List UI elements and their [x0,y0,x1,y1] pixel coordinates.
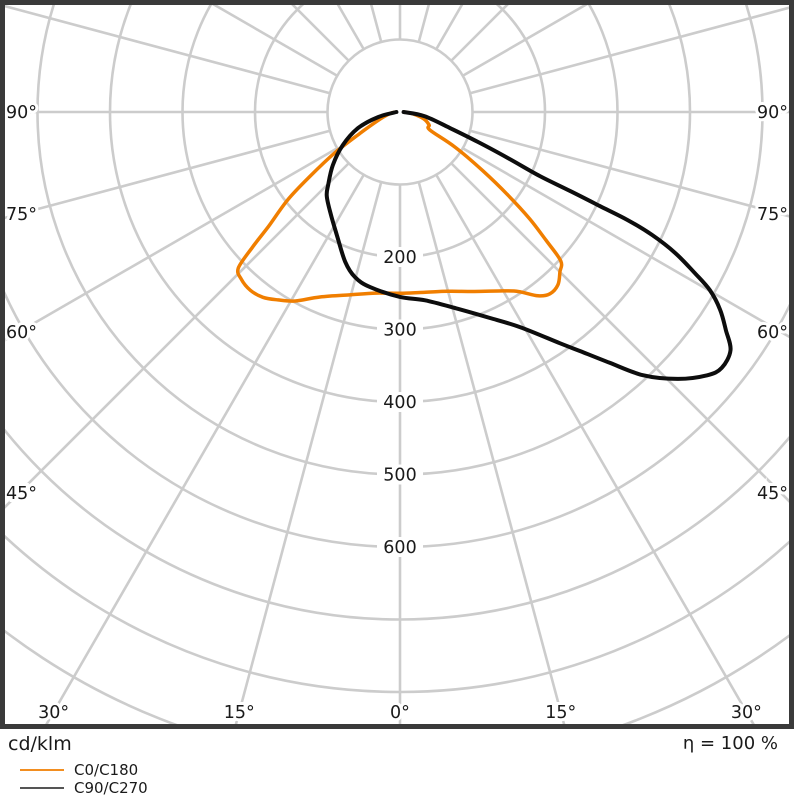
radial-tick-labels: 200 300 400 500 600 [377,247,423,558]
legend-swatch-c0-c180-icon [20,769,64,771]
svg-text:75°: 75° [757,205,788,225]
angle-labels: 30° 15° 0° 15° 30° 90° 90° 75° 75° 60° 60° 45° 45° [3,100,791,726]
svg-text:0°: 0° [390,703,410,723]
svg-text:500: 500 [383,466,416,486]
svg-text:45°: 45° [757,484,788,504]
svg-text:200: 200 [383,248,416,268]
svg-text:30°: 30° [731,703,762,723]
svg-text:15°: 15° [224,703,255,723]
legend-label-c90-c270: C90/C270 [74,778,148,797]
svg-text:45°: 45° [6,484,37,504]
distribution-curves [235,110,733,381]
svg-text:400: 400 [383,393,416,413]
svg-text:90°: 90° [757,103,788,123]
svg-text:300: 300 [383,321,416,341]
footer-bar: cd/klm η = 100 % [0,731,800,755]
svg-text:75°: 75° [6,205,37,225]
curve-c0-c180 [235,110,564,303]
svg-text:60°: 60° [6,323,37,343]
legend: C0/C180 C90/C270 [20,761,148,797]
legend-swatch-c90-c270-icon [20,787,64,789]
legend-label-c0-c180: C0/C180 [74,760,139,779]
unit-label: cd/klm [8,733,72,755]
legend-item-c0-c180: C0/C180 [20,761,148,779]
svg-text:30°: 30° [38,703,69,723]
svg-text:90°: 90° [6,103,37,123]
svg-text:60°: 60° [757,323,788,343]
legend-item-c90-c270: C90/C270 [20,779,148,797]
curve-c90-c270 [324,110,733,381]
plot-frame [0,0,794,729]
svg-text:15°: 15° [545,703,576,723]
efficiency-label: η = 100 % [682,733,778,754]
svg-text:600: 600 [383,538,416,558]
